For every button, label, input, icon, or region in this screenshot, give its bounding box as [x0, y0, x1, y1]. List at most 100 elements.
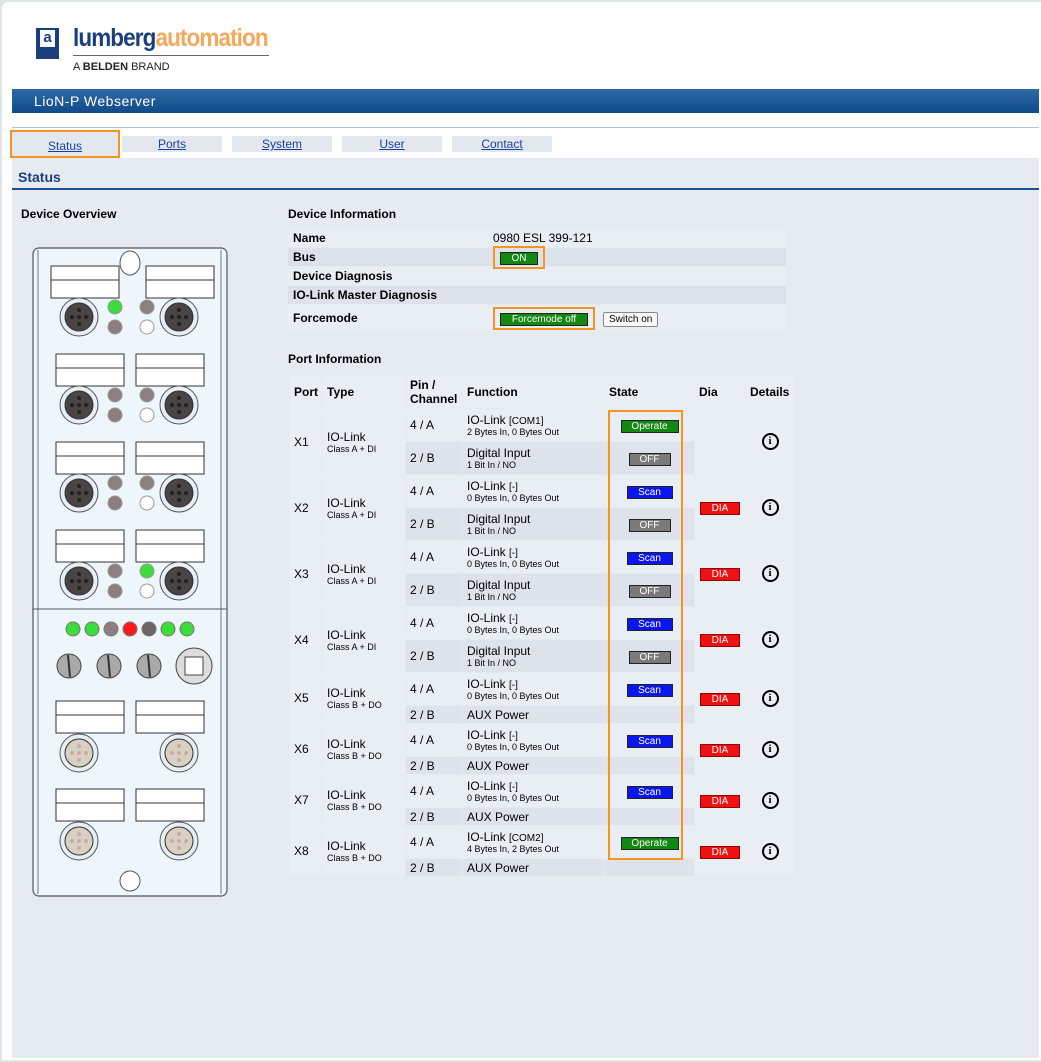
- state-cell: Operate: [605, 826, 694, 858]
- port-led: [139, 319, 155, 335]
- ethernet-jack: [184, 656, 204, 676]
- state-badge: OFF: [628, 518, 671, 532]
- details-cell: i: [746, 775, 794, 825]
- type-class: Class B + DO: [327, 802, 382, 812]
- tab-link[interactable]: User: [379, 137, 405, 151]
- column-header: Port: [290, 375, 322, 408]
- dia-cell: [695, 409, 745, 474]
- port-cell: X5: [290, 673, 322, 723]
- dia-badge[interactable]: DIA: [700, 502, 740, 515]
- tab-user[interactable]: User: [342, 136, 442, 152]
- type-class: Class A + DI: [327, 575, 377, 586]
- port-cell: X1: [290, 409, 322, 474]
- pin-cell: 2 / B: [406, 442, 462, 474]
- dia-cell: DIA: [695, 673, 745, 723]
- dia-badge[interactable]: DIA: [700, 794, 740, 808]
- connector-pin: [84, 403, 88, 407]
- tab-link[interactable]: Status: [47, 139, 83, 153]
- function-detail: 2 Bytes In, 0 Bytes Out: [467, 427, 560, 437]
- latch: [135, 788, 205, 822]
- port-info-table: Port Type Pin / Channel Function State Dia Det…: [289, 374, 795, 877]
- logo-word2: automation: [155, 24, 268, 52]
- tab-system[interactable]: System: [232, 136, 332, 152]
- details-cell: i: [746, 541, 794, 606]
- column-header: Type: [323, 375, 405, 408]
- connector-pin: [84, 491, 88, 495]
- connector-pin: [184, 579, 188, 583]
- device-information-title: Device Information: [288, 207, 397, 221]
- pin-cell: 2 / B: [406, 757, 462, 774]
- latch: [55, 700, 125, 734]
- type-label: IO-Link: [327, 495, 366, 510]
- info-icon[interactable]: i: [761, 565, 779, 582]
- connector-pin: [77, 751, 81, 755]
- type-class: Class A + DI: [327, 641, 377, 652]
- latch: [135, 529, 205, 563]
- function-name: AUX Power: [467, 810, 600, 824]
- info-icon[interactable]: i: [761, 499, 779, 516]
- column-header: State: [605, 375, 694, 408]
- tab-link[interactable]: Contact: [481, 137, 523, 151]
- tab-status[interactable]: Status: [10, 130, 120, 158]
- state-cell: Operate: [605, 409, 694, 441]
- function-label: AUX Power: [467, 707, 530, 722]
- function-label: IO-Link: [467, 611, 506, 625]
- function-label: IO-Link: [467, 779, 506, 793]
- connector-pin: [84, 315, 88, 319]
- port-led: [107, 407, 123, 423]
- state-cell: OFF: [605, 442, 694, 474]
- info-icon[interactable]: i: [761, 791, 779, 809]
- switch-on-button[interactable]: Switch on: [603, 311, 659, 327]
- tab-contact[interactable]: Contact: [452, 136, 552, 152]
- connector-pin: [177, 579, 181, 583]
- function-name: AUX Power: [467, 708, 600, 722]
- info-icon[interactable]: i: [761, 433, 779, 450]
- function-cell: Digital Input 1 Bit In / NO: [463, 442, 604, 474]
- function-cell: Digital Input 1 Bit In / NO: [463, 574, 604, 606]
- dia-badge[interactable]: DIA: [700, 845, 740, 859]
- tab-link[interactable]: System: [261, 137, 302, 151]
- type-cell: IO-Link Class B + DO: [323, 826, 405, 876]
- function-detail: 0 Bytes In, 0 Bytes Out: [467, 691, 560, 701]
- dia-cell: DIA: [695, 724, 745, 774]
- connector-pin: [77, 579, 81, 583]
- info-icon[interactable]: i: [761, 842, 779, 860]
- dia-badge[interactable]: DIA: [700, 743, 740, 757]
- table-row: 2 / B Digital Input 1 Bit In / NO OFF: [290, 574, 794, 606]
- dia-badge[interactable]: DIA: [700, 692, 740, 706]
- device-image: [32, 247, 228, 897]
- pin-cell: 2 / B: [406, 859, 462, 876]
- latch: [135, 353, 205, 387]
- type-label: IO-Link: [327, 561, 366, 576]
- info-icon[interactable]: i: [761, 740, 779, 758]
- function-detail: 0 Bytes In, 0 Bytes Out: [467, 793, 560, 803]
- info-icon[interactable]: i: [761, 631, 779, 648]
- port-led: [139, 475, 155, 491]
- connector-pin: [77, 832, 81, 836]
- name-label: Name: [288, 229, 488, 247]
- latch: [55, 529, 125, 563]
- connector-pin: [84, 751, 88, 755]
- dia-badge[interactable]: DIA: [700, 568, 740, 581]
- tab-link[interactable]: Ports: [157, 137, 186, 151]
- type-cell: IO-Link Class B + DO: [323, 775, 405, 825]
- function-detail: 1 Bit In / NO: [467, 592, 517, 602]
- function-cell: IO-Link [-] 0 Bytes In, 0 Bytes Out: [463, 607, 604, 639]
- connector-pin: [84, 579, 88, 583]
- device-info-table: Name 0980 ESL 399-121 Bus ON Device Diagno…: [288, 228, 786, 332]
- info-icon[interactable]: i: [761, 689, 779, 707]
- pin-cell: 4 / A: [406, 724, 462, 756]
- port-cell: X7: [290, 775, 322, 825]
- connector-pin: [177, 744, 181, 748]
- pin-cell: 4 / A: [406, 541, 462, 573]
- dia-badge[interactable]: DIA: [700, 634, 740, 647]
- status-led: [84, 621, 100, 637]
- port-led: [139, 495, 155, 511]
- tab-ports[interactable]: Ports: [122, 136, 222, 152]
- pin-cell: 4 / A: [406, 775, 462, 807]
- function-cell: IO-Link [-] 0 Bytes In, 0 Bytes Out: [463, 541, 604, 573]
- port-cell: X3: [290, 541, 322, 606]
- function-detail: 1 Bit In / NO: [467, 460, 517, 470]
- function-tag: [-]: [509, 614, 518, 625]
- connector-pin: [184, 751, 188, 755]
